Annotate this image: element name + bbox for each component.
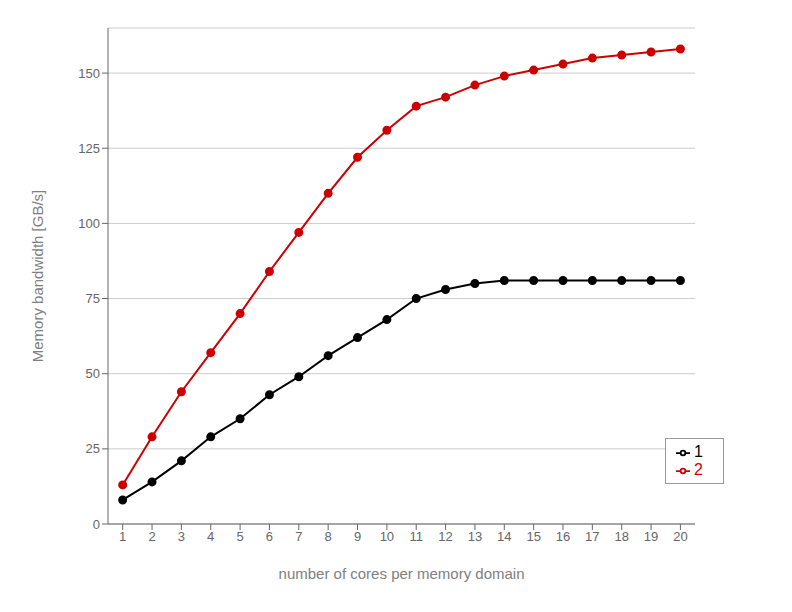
svg-text:Memory bandwidth [GB/s]: Memory bandwidth [GB/s]	[29, 190, 46, 363]
svg-text:14: 14	[497, 529, 511, 544]
svg-text:4: 4	[207, 529, 214, 544]
svg-text:18: 18	[614, 529, 628, 544]
svg-text:20: 20	[673, 529, 687, 544]
svg-text:8: 8	[325, 529, 332, 544]
svg-text:3: 3	[178, 529, 185, 544]
svg-text:15: 15	[526, 529, 540, 544]
svg-text:75: 75	[86, 291, 100, 306]
html-text:1: 1	[694, 443, 703, 460]
svg-text:12: 12	[438, 529, 452, 544]
svg-text:2: 2	[148, 529, 155, 544]
svg-text:125: 125	[78, 141, 100, 156]
svg-text:number of cores per memory dom: number of cores per memory domain	[279, 565, 525, 582]
svg-text:1: 1	[119, 529, 126, 544]
svg-text:6: 6	[266, 529, 273, 544]
html-text:2: 2	[694, 461, 703, 478]
svg-text:10: 10	[380, 529, 394, 544]
svg-text:17: 17	[585, 529, 599, 544]
svg-text:50: 50	[86, 366, 100, 381]
svg-text:9: 9	[354, 529, 361, 544]
svg-text:100: 100	[78, 216, 100, 231]
svg-text:11: 11	[409, 529, 423, 544]
svg-text:5: 5	[236, 529, 243, 544]
svg-text:0: 0	[93, 517, 100, 532]
svg-text:150: 150	[78, 66, 100, 81]
svg-text:16: 16	[556, 529, 570, 544]
svg-text:19: 19	[644, 529, 658, 544]
svg-text:13: 13	[468, 529, 482, 544]
svg-text:25: 25	[86, 441, 100, 456]
svg-text:7: 7	[295, 529, 302, 544]
